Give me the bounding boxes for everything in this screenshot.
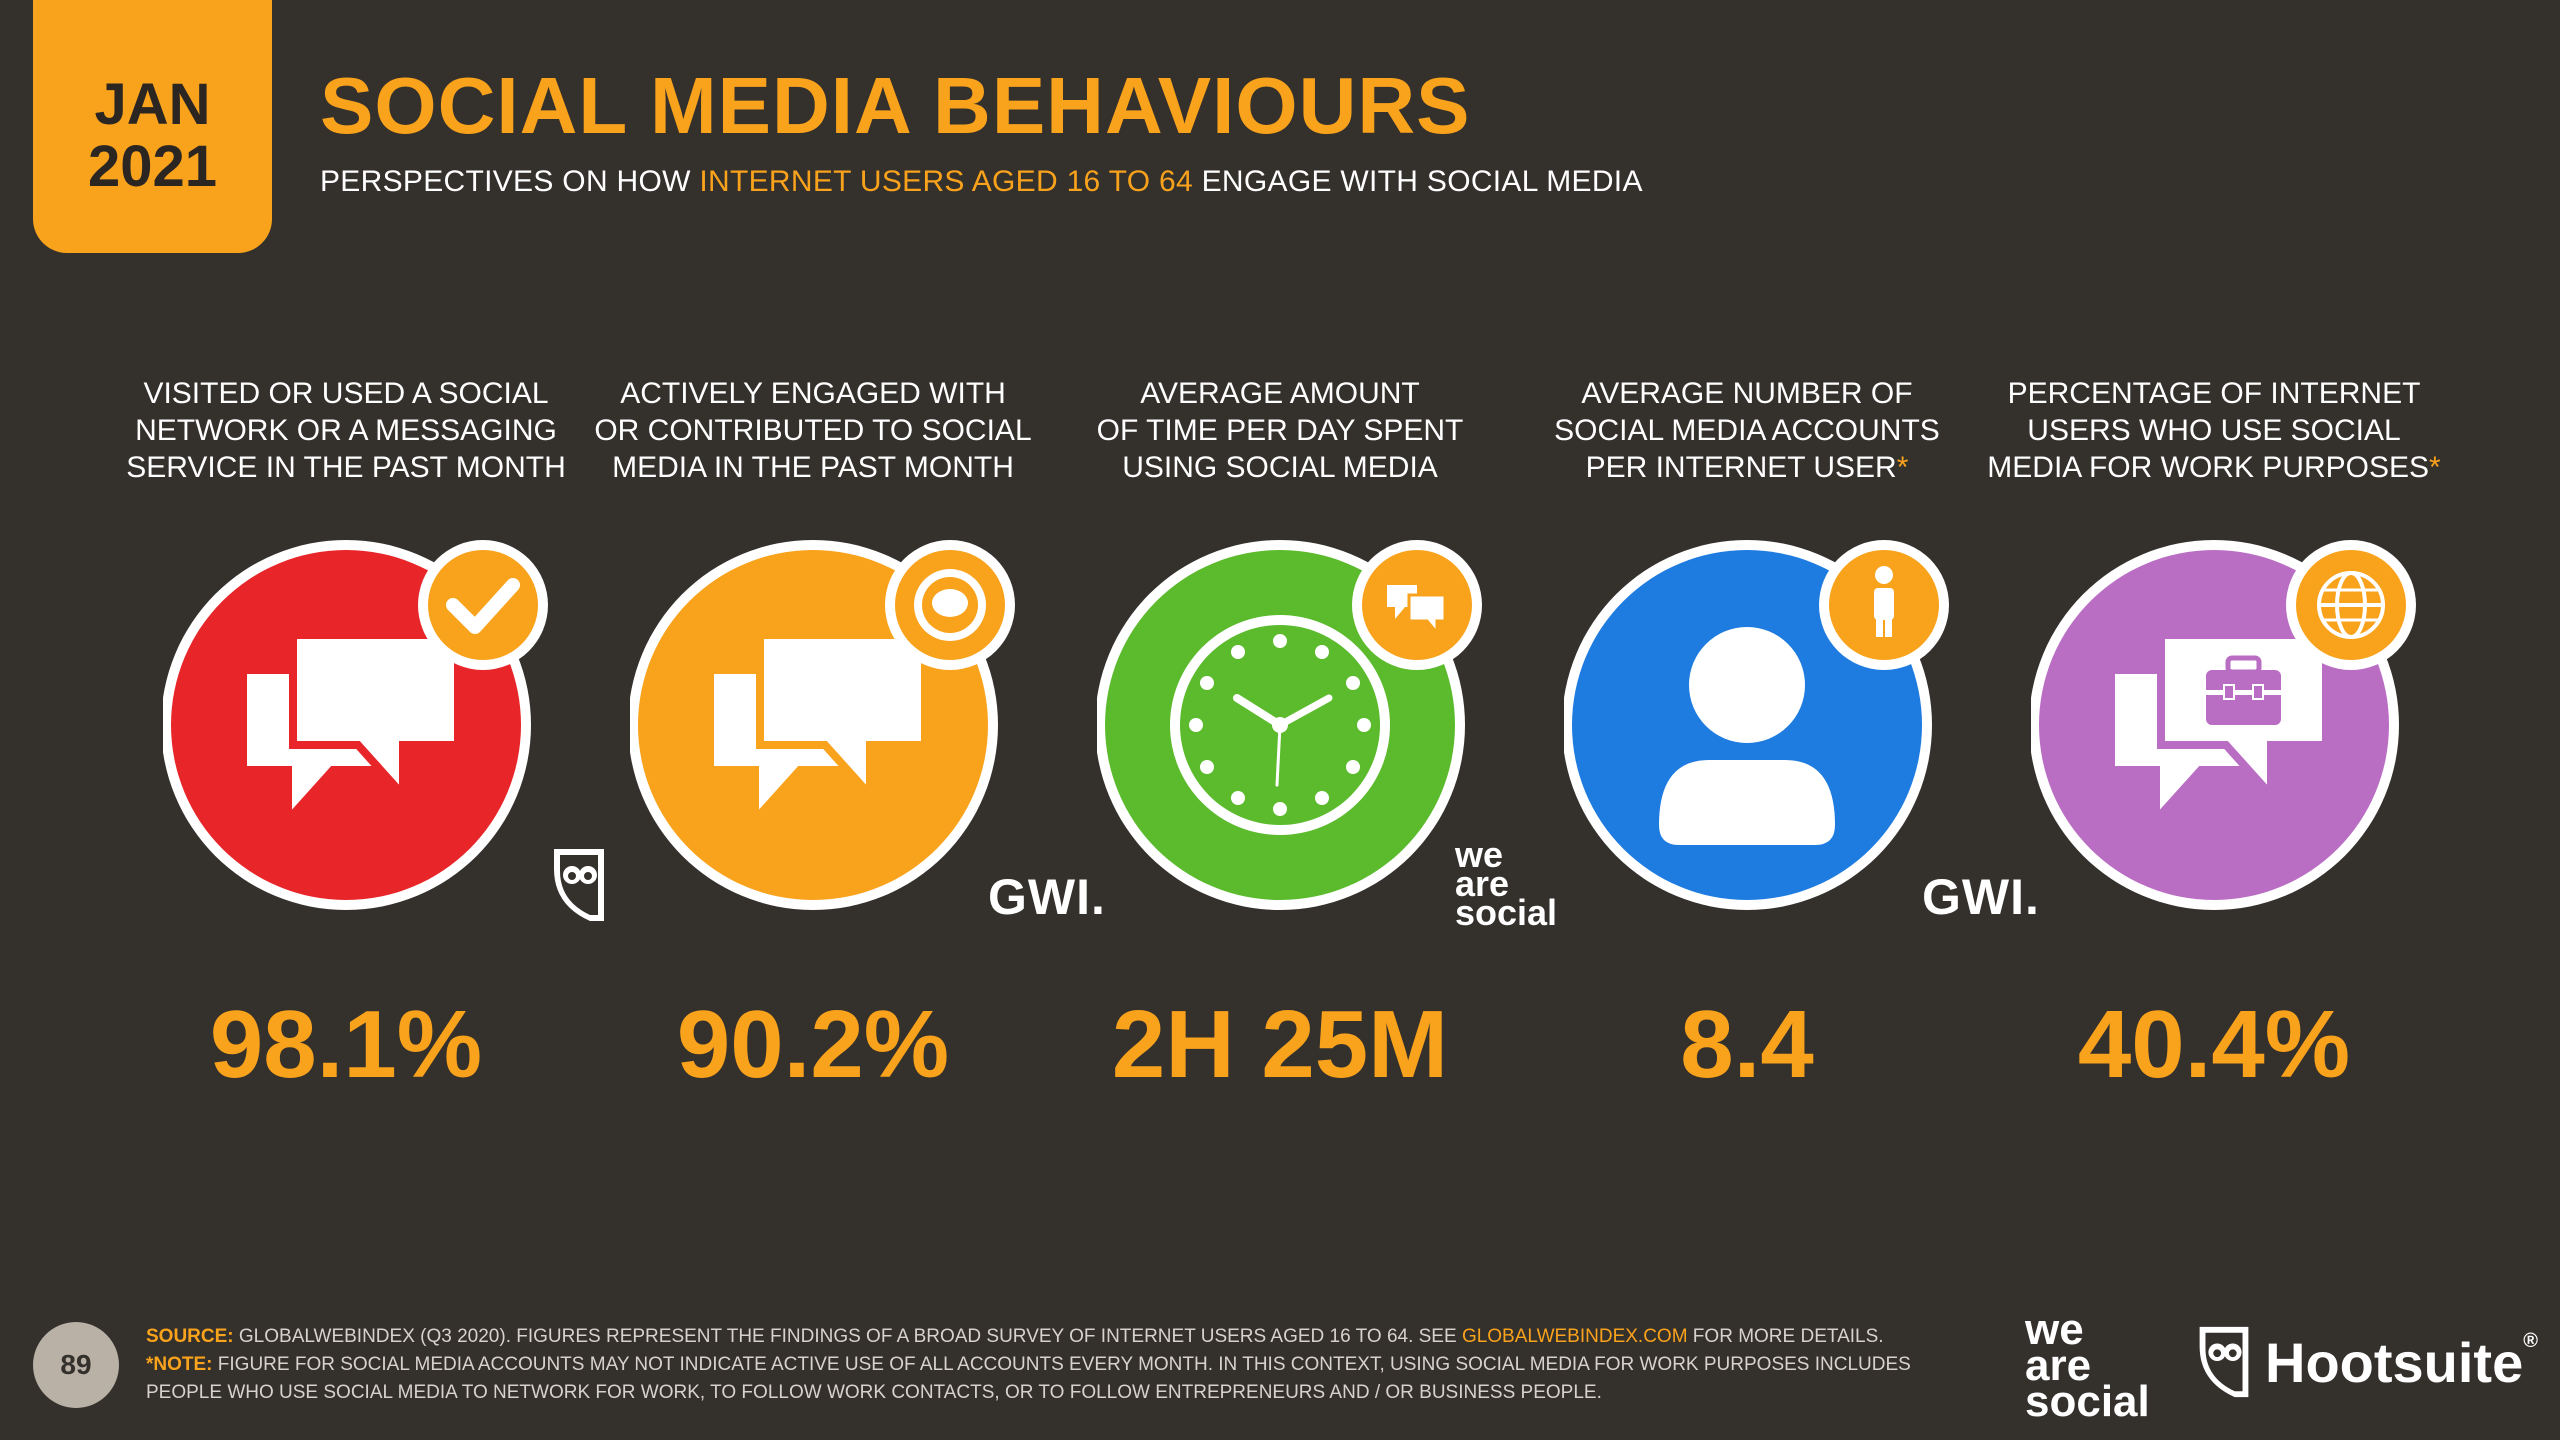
page-number: 89 — [33, 1322, 119, 1408]
source-key: SOURCE: — [146, 1326, 234, 1347]
asterisk: * — [1896, 451, 1909, 484]
we-are-social-brand: we are social — [2025, 1305, 2150, 1426]
person-icon — [1819, 540, 1949, 670]
speech-seal-icon — [885, 540, 1015, 670]
gwi-logo: GWI. — [1922, 869, 2040, 925]
label-line: OR CONTRIBUTED TO SOCIAL — [594, 414, 1032, 447]
stat-value: 40.4% — [2077, 991, 2351, 1098]
brand-word: are — [2025, 1341, 2092, 1390]
stat-label: AVERAGE AMOUNT OF TIME PER DAY SPENT USI… — [1047, 375, 1513, 486]
brand-word: social — [2025, 1377, 2150, 1426]
hootsuite-text: Hootsuite — [2265, 1330, 2524, 1394]
label-line: PERCENTAGE OF INTERNET — [2007, 377, 2421, 410]
note-text: FIGURE FOR SOCIAL MEDIA ACCOUNTS MAY NOT… — [212, 1354, 1911, 1375]
label-line: AVERAGE AMOUNT — [1140, 377, 1420, 410]
stat-label: ACTIVELY ENGAGED WITH OR CONTRIBUTED TO … — [580, 375, 1046, 486]
logo-word: social — [1455, 892, 1558, 933]
footer-notes: SOURCE: GLOBALWEBINDEX (Q3 2020). FIGURE… — [146, 1323, 2006, 1407]
logo-word: are — [1455, 863, 1510, 904]
chat-bubbles-icon — [1352, 540, 1482, 670]
label-line: USERS WHO USE SOCIAL — [2027, 414, 2401, 447]
brand-word: we — [2025, 1305, 2084, 1354]
stat-value: 90.2% — [676, 991, 950, 1098]
page-subtitle: PERSPECTIVES ON HOW INTERNET USERS AGED … — [320, 165, 1643, 199]
subtitle-post: ENGAGE WITH SOCIAL MEDIA — [1192, 165, 1643, 198]
hootsuite-owl-icon — [2199, 1326, 2249, 1398]
label-line: ACTIVELY ENGAGED WITH — [620, 377, 1006, 410]
work-chat-circle-icon — [2029, 540, 2451, 940]
chat-circle-icon — [628, 540, 1050, 940]
briefcase-icon — [2206, 655, 2281, 725]
label-line: SOCIAL MEDIA ACCOUNTS — [1554, 414, 1940, 447]
source-text: GLOBALWEBINDEX (Q3 2020). FIGURES REPRES… — [233, 1326, 1462, 1347]
stat-label: AVERAGE NUMBER OF SOCIAL MEDIA ACCOUNTS … — [1514, 375, 1980, 486]
source-tail: FOR MORE DETAILS. — [1687, 1326, 1884, 1347]
label-line: SERVICE IN THE PAST MONTH — [126, 451, 566, 484]
stat-value: 2H 25M — [1111, 991, 1449, 1098]
gwi-logo: GWI. — [988, 869, 1106, 925]
label-line: OF TIME PER DAY SPENT — [1096, 414, 1464, 447]
checkmark-icon — [418, 540, 548, 670]
hootsuite-owl-icon — [550, 845, 608, 930]
note-line-2: PEOPLE WHO USE SOCIAL MEDIA TO NETWORK F… — [146, 1382, 1602, 1403]
label-line: NETWORK OR A MESSAGING — [135, 414, 557, 447]
label-line: USING SOCIAL MEDIA — [1122, 451, 1438, 484]
date-badge: JAN 2021 — [33, 0, 272, 253]
stat-label: VISITED OR USED A SOCIAL NETWORK OR A ME… — [113, 375, 579, 486]
subtitle-highlight: INTERNET USERS AGED 16 TO 64 — [699, 165, 1193, 198]
registered-mark: ® — [2523, 1329, 2538, 1352]
badge-year: 2021 — [87, 133, 218, 199]
label-line: AVERAGE NUMBER OF — [1581, 377, 1913, 410]
subtitle-pre: PERSPECTIVES ON HOW — [320, 165, 700, 198]
badge-month: JAN — [94, 71, 211, 137]
label-line: PER INTERNET USER — [1585, 451, 1897, 484]
label-line: VISITED OR USED A SOCIAL — [143, 377, 549, 410]
we-are-social-logo: we are social — [1455, 834, 1558, 933]
source-link[interactable]: GLOBALWEBINDEX.COM — [1461, 1326, 1688, 1347]
label-line: MEDIA IN THE PAST MONTH — [612, 451, 1014, 484]
clock-circle-icon — [1095, 540, 1517, 940]
label-line: MEDIA FOR WORK PURPOSES — [1987, 451, 2430, 484]
hootsuite-brand: Hootsuite® — [2195, 1322, 2538, 1402]
hootsuite-wordmark: Hootsuite® — [2265, 1330, 2538, 1395]
globe-icon — [2286, 540, 2416, 670]
user-circle-icon — [1562, 540, 1984, 940]
asterisk: * — [2429, 451, 2441, 484]
page-title: SOCIAL MEDIA BEHAVIOURS — [320, 61, 1471, 150]
stat-value: 98.1% — [209, 991, 483, 1098]
note-key: *NOTE: — [146, 1354, 213, 1375]
logo-word: we — [1455, 834, 1504, 875]
stat-label: PERCENTAGE OF INTERNET USERS WHO USE SOC… — [1981, 375, 2447, 486]
chat-circle-icon — [161, 540, 583, 940]
stat-value: 8.4 — [1680, 991, 1814, 1098]
